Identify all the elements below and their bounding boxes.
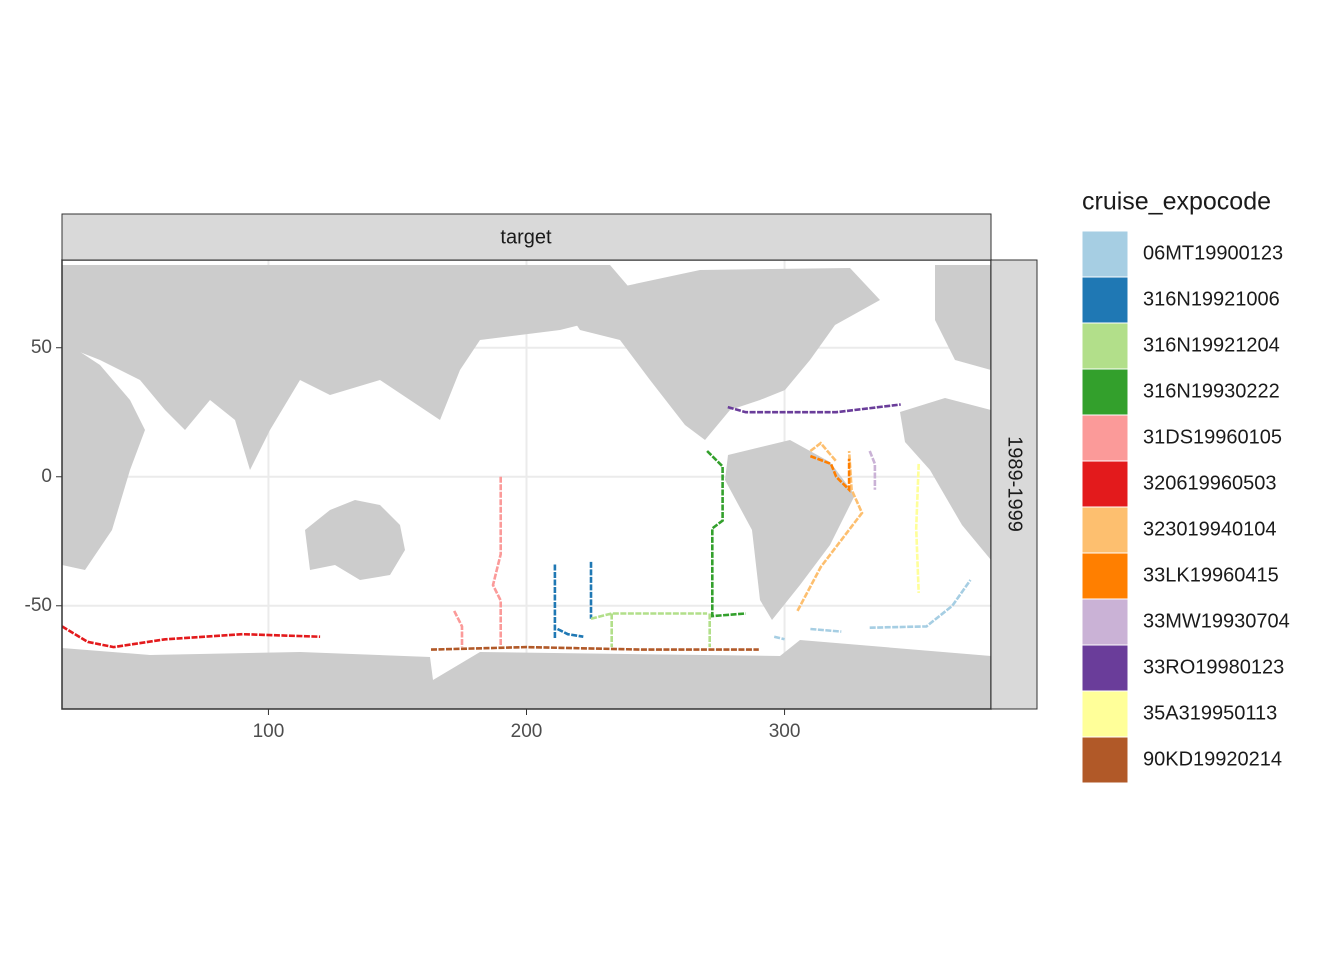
cruise-track bbox=[706, 450, 746, 618]
tracks bbox=[62, 403, 972, 651]
legend-label: 316N19930222 bbox=[1143, 380, 1280, 402]
y-tick-label: 50 bbox=[31, 337, 52, 358]
cruise-track bbox=[553, 561, 593, 640]
legend-key bbox=[1081, 230, 1129, 278]
land-australia bbox=[305, 500, 405, 580]
x-tick-label: 200 bbox=[511, 721, 543, 742]
cruise-track bbox=[453, 476, 502, 648]
strip-right bbox=[990, 259, 1038, 710]
legend-label: 316N19921204 bbox=[1143, 334, 1280, 356]
y-tick-label: 0 bbox=[41, 466, 52, 487]
legend-label: 33RO19980123 bbox=[1143, 656, 1284, 678]
cruise-track bbox=[727, 403, 901, 414]
cruise-track bbox=[62, 625, 321, 649]
cruise-track bbox=[773, 579, 972, 641]
cruise-track bbox=[809, 454, 851, 493]
y-tick-label: -50 bbox=[25, 595, 52, 616]
legend-label: 90KD19920214 bbox=[1143, 748, 1282, 770]
cruise-track bbox=[590, 612, 711, 648]
land-africa bbox=[62, 340, 145, 570]
x-tick-label: 300 bbox=[769, 721, 801, 742]
legend-label: 316N19921006 bbox=[1143, 288, 1280, 310]
legend-key bbox=[1081, 506, 1129, 554]
legend-key bbox=[1081, 736, 1129, 784]
land-africa-east bbox=[900, 398, 991, 560]
legend-label: 35A319950113 bbox=[1143, 702, 1277, 724]
legend-label: 323019940104 bbox=[1143, 518, 1276, 540]
strip-top-label: target bbox=[500, 226, 552, 248]
land-asia bbox=[62, 265, 640, 470]
legend-key bbox=[1081, 460, 1129, 508]
cruise-track bbox=[430, 645, 759, 651]
strip-top bbox=[61, 213, 992, 261]
legend-key bbox=[1081, 552, 1129, 600]
strip-right-label: 1989-1999 bbox=[1004, 436, 1026, 532]
land-south-america bbox=[725, 440, 855, 620]
legend-key bbox=[1081, 690, 1129, 738]
cruise-track bbox=[868, 450, 877, 490]
legend-label: 320619960503 bbox=[1143, 472, 1276, 494]
legend-key bbox=[1081, 414, 1129, 462]
legend-label: 33MW19930704 bbox=[1143, 610, 1290, 632]
legend: 06MT19900123 316N19921006 316N19921204 316N… bbox=[1081, 230, 1290, 784]
legend-label: 33LK19960415 bbox=[1143, 564, 1279, 586]
legend-label: 31DS19960105 bbox=[1143, 426, 1282, 448]
legend-key bbox=[1081, 276, 1129, 324]
land bbox=[62, 265, 991, 709]
legend-key bbox=[1081, 644, 1129, 692]
land-north-america bbox=[560, 268, 880, 440]
legend-label: 06MT19900123 bbox=[1143, 242, 1283, 264]
cruise-track bbox=[914, 463, 920, 593]
x-tick-label: 100 bbox=[253, 721, 285, 742]
cruise-track bbox=[796, 441, 864, 612]
legend-key bbox=[1081, 368, 1129, 416]
land-europe bbox=[935, 265, 991, 370]
legend-key bbox=[1081, 322, 1129, 370]
land-antarctica bbox=[62, 640, 991, 709]
legend-key bbox=[1081, 598, 1129, 646]
legend-title: cruise_expocode bbox=[1082, 188, 1271, 216]
